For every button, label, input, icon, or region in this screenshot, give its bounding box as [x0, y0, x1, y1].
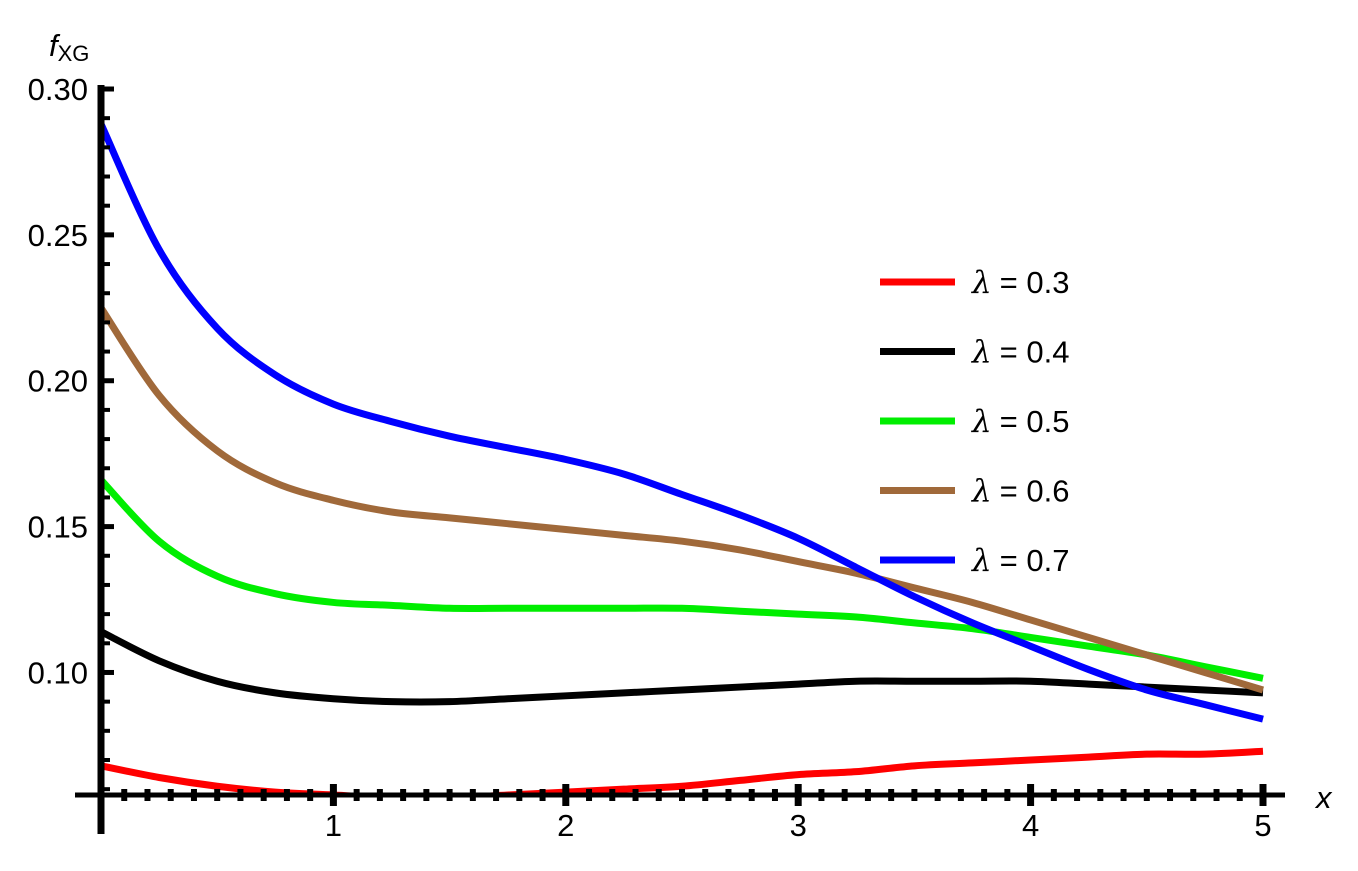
legend-symbol: λ [970, 474, 992, 510]
legend-label: λ = 0.6 [970, 474, 1069, 510]
x-tick-label: 1 [325, 808, 342, 843]
y-tick-label: 0.25 [28, 218, 88, 253]
legend-symbol: λ [970, 335, 992, 371]
legend-label: λ = 0.7 [970, 543, 1069, 579]
legend-item-2: λ = 0.4 [880, 335, 1069, 371]
legend-item-3: λ = 0.5 [880, 404, 1069, 440]
y-axis-label-sub: XG [58, 41, 90, 66]
legend-value: = 0.6 [1000, 474, 1070, 509]
legend-item-5: λ = 0.7 [880, 543, 1069, 579]
series-line-5 [101, 122, 1264, 723]
axes [75, 85, 1285, 834]
x-tick-label: 2 [557, 808, 574, 843]
legend-value: = 0.7 [1000, 543, 1070, 578]
series-line-2 [101, 628, 1264, 706]
legend-value: = 0.5 [1000, 404, 1070, 439]
series-line-3 [101, 477, 1264, 682]
tick-labels: 1 2 3 4 5 0.10 0.15 0.20 0.25 0.30 [28, 72, 1272, 843]
series-line-4 [101, 305, 1265, 694]
legend-symbol: λ [970, 543, 992, 579]
x-tick-label: 4 [1022, 808, 1039, 843]
legend-label: λ = 0.4 [970, 335, 1069, 371]
legend-label: λ = 0.3 [970, 265, 1069, 301]
legend-symbol: λ [970, 404, 992, 440]
legend-item-4: λ = 0.6 [880, 474, 1069, 510]
legend-value: = 0.3 [1000, 265, 1070, 300]
x-tick-label: 5 [1254, 808, 1271, 843]
legend-item-1: λ = 0.3 [880, 265, 1069, 301]
x-axis-label: x [1314, 780, 1333, 815]
legend-label: λ = 0.5 [970, 404, 1069, 440]
y-tick-label: 0.20 [28, 364, 88, 399]
y-tick-label: 0.15 [28, 510, 88, 545]
y-tick-label: 0.10 [28, 655, 88, 690]
legend-symbol: λ [970, 265, 992, 301]
y-axis-label: fXG [49, 28, 89, 66]
plot-lines [101, 122, 1265, 795]
y-tick-label: 0.30 [28, 72, 88, 107]
x-tick-label: 3 [790, 808, 807, 843]
legend: λ = 0.3λ = 0.4λ = 0.5λ = 0.6λ = 0.7 [880, 265, 1069, 579]
legend-value: = 0.4 [1000, 335, 1070, 370]
